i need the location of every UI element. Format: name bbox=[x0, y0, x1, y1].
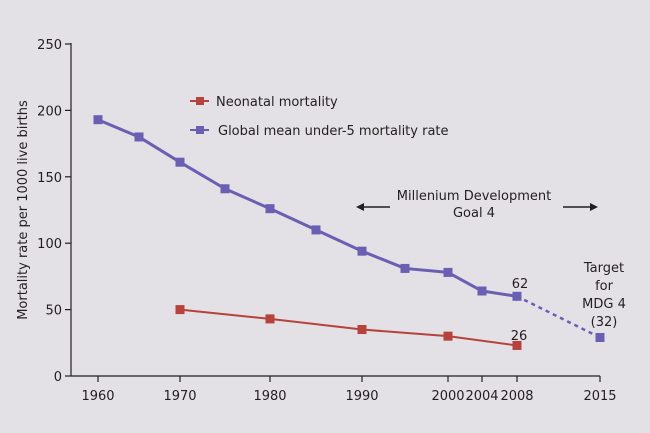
target-label-line-1: Target bbox=[583, 261, 624, 276]
data-point-under5 bbox=[265, 204, 275, 214]
data-point-under5 bbox=[93, 115, 103, 125]
data-point-under5 bbox=[134, 132, 144, 142]
data-point-neonatal bbox=[512, 340, 522, 350]
under5-2008-value-label: 62 bbox=[512, 277, 529, 292]
legend: Neonatal mortality Global mean under-5 m… bbox=[190, 95, 449, 139]
target-label-line-4: (32) bbox=[591, 315, 618, 330]
legend-item-neonatal: Neonatal mortality bbox=[190, 95, 338, 110]
legend-label-under5: Global mean under-5 mortality rate bbox=[218, 124, 449, 139]
data-point-under5 bbox=[220, 184, 230, 194]
x-tick-label: 1970 bbox=[163, 389, 196, 404]
series-layer bbox=[93, 115, 605, 350]
neonatal-2008-value-label: 26 bbox=[511, 329, 528, 344]
data-point-under5 bbox=[175, 157, 185, 167]
target-point-under5 bbox=[595, 332, 605, 342]
x-ticks: 1960 1970 1980 1990 2000 2004 2008 2015 bbox=[81, 376, 617, 404]
legend-swatch-marker-under5 bbox=[196, 126, 204, 134]
y-axis-label: Mortality rate per 1000 live births bbox=[16, 100, 31, 320]
data-point-under5 bbox=[443, 267, 453, 277]
target-label-line-3: MDG 4 bbox=[582, 297, 626, 312]
data-point-neonatal bbox=[175, 305, 185, 315]
data-point-under5 bbox=[477, 286, 487, 296]
data-point-under5 bbox=[311, 225, 321, 235]
mdg-annotation: Millenium Development Goal 4 bbox=[356, 189, 598, 221]
x-tick-label: 2004 bbox=[465, 389, 498, 404]
x-tick-label: 1990 bbox=[345, 389, 378, 404]
y-tick-label: 0 bbox=[54, 370, 62, 385]
data-point-under5 bbox=[400, 263, 410, 273]
mdg-label-line1: Millenium Development bbox=[397, 189, 551, 204]
target-label: Target for MDG 4 (32) bbox=[582, 261, 626, 330]
legend-swatch-marker-neonatal bbox=[196, 97, 204, 105]
data-point-under5 bbox=[512, 291, 522, 301]
y-tick-label: 200 bbox=[37, 104, 62, 119]
y-ticks: 0 50 100 150 200 250 bbox=[37, 38, 71, 385]
y-tick-label: 100 bbox=[37, 237, 62, 252]
data-point-neonatal bbox=[443, 331, 453, 341]
legend-item-under5: Global mean under-5 mortality rate bbox=[190, 124, 449, 139]
right-arrow-icon bbox=[563, 203, 598, 211]
target-label-line-2: for bbox=[595, 279, 614, 294]
data-point-neonatal bbox=[265, 314, 275, 324]
x-tick-label: 2000 bbox=[431, 389, 464, 404]
y-tick-label: 50 bbox=[45, 304, 62, 319]
mdg-label-line2: Goal 4 bbox=[453, 206, 495, 221]
y-tick-label: 150 bbox=[37, 171, 62, 186]
data-point-neonatal bbox=[357, 325, 367, 335]
series-line-neonatal bbox=[179, 308, 518, 347]
x-tick-label: 2008 bbox=[500, 389, 533, 404]
axes bbox=[70, 43, 600, 377]
x-tick-label: 1960 bbox=[81, 389, 114, 404]
data-point-under5 bbox=[357, 246, 367, 256]
legend-label-neonatal: Neonatal mortality bbox=[216, 95, 338, 110]
x-tick-label: 2015 bbox=[583, 389, 616, 404]
x-tick-label: 1980 bbox=[253, 389, 286, 404]
y-tick-label: 250 bbox=[37, 38, 62, 53]
left-arrow-icon bbox=[356, 203, 390, 211]
